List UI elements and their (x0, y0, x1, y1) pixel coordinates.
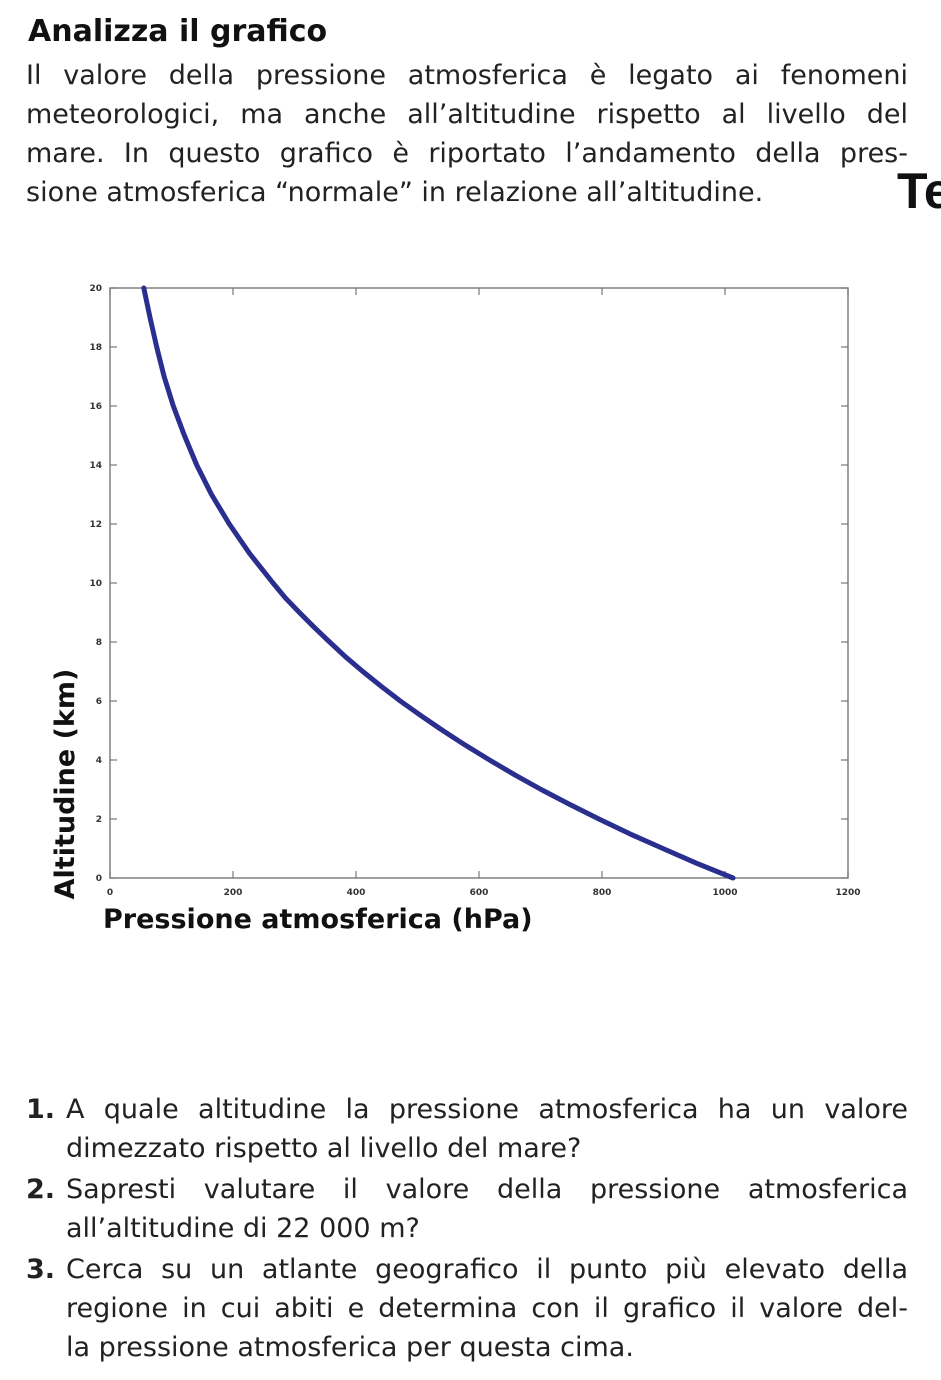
x-tick-label: 1000 (712, 888, 737, 898)
y-tick-label: 4 (96, 756, 102, 766)
question-line: A quale altitudine la pressione atmosfer… (66, 1094, 908, 1125)
question-line: regione in cui abiti e determina con il … (66, 1293, 908, 1324)
y-tick-label: 2 (96, 815, 102, 825)
plot-frame (109, 287, 849, 879)
y-tick-label: 16 (89, 402, 102, 412)
intro-paragraph: Il valore della pressione atmosferica è … (26, 56, 908, 212)
x-axis-label: Pressione atmosferica (hPa) (103, 904, 533, 935)
y-tick-label: 6 (96, 697, 102, 707)
y-tick-label: 18 (89, 343, 102, 353)
question-item: 2. Sapresti valutare il valore della pre… (26, 1170, 908, 1248)
x-tick-label: 400 (347, 888, 366, 898)
intro-line: meteorologici, ma anche all’altitudine r… (26, 99, 908, 130)
y-tick-label: 14 (89, 461, 102, 471)
x-tick-label: 0 (107, 888, 113, 898)
question-line: all’altitudine di 22 000 m? (66, 1213, 420, 1244)
y-tick-label: 10 (89, 579, 102, 589)
x-tick-label: 600 (470, 888, 489, 898)
y-tick-label: 0 (96, 874, 102, 884)
altitude-pressure-chart: 0 200 400 600 800 1000 1200 02468101214161820 … (50, 284, 861, 935)
question-number: 2. (26, 1174, 56, 1205)
question-item: 3. Cerca su un atlante geografico il pun… (26, 1250, 908, 1367)
intro-line: Il valore della pressione atmosferica è … (26, 60, 908, 91)
y-axis-label: Altitudine (km) (50, 669, 81, 900)
pressure-curve (141, 285, 736, 881)
y-tick-label: 20 (89, 284, 102, 294)
intro-line: mare. In questo grafico è riportato l’an… (26, 138, 908, 169)
y-tick-label: 12 (89, 520, 102, 530)
x-tick-label: 1200 (835, 888, 860, 898)
question-line: la pressione atmosferica per questa cima… (66, 1332, 634, 1363)
question-line: Sapresti valutare il valore della pressi… (66, 1174, 908, 1205)
y-axis: 0 2 4 6 8 10 12 14 16 18 20 (89, 284, 848, 884)
intro-line: sione atmosferica “normale” in relazione… (26, 177, 764, 208)
x-tick-label: 800 (593, 888, 612, 898)
question-line: dimezzato rispetto al livello del mare? (66, 1133, 582, 1164)
page-title: Analizza il grafico (28, 14, 328, 49)
y-tick-label: 8 (96, 638, 102, 648)
x-tick-label: 200 (224, 888, 243, 898)
question-list: 1. A quale altitudine la pressione atmos… (26, 1090, 908, 1369)
question-line: Cerca su un atlante geografico il punto … (66, 1254, 908, 1285)
x-axis: 0 200 400 600 800 1000 1200 (107, 288, 861, 898)
question-number: 1. (26, 1094, 56, 1125)
question-number: 3. (26, 1254, 56, 1285)
cut-off-heading-fragment: Te (897, 163, 941, 219)
question-item: 1. A quale altitudine la pressione atmos… (26, 1090, 908, 1168)
